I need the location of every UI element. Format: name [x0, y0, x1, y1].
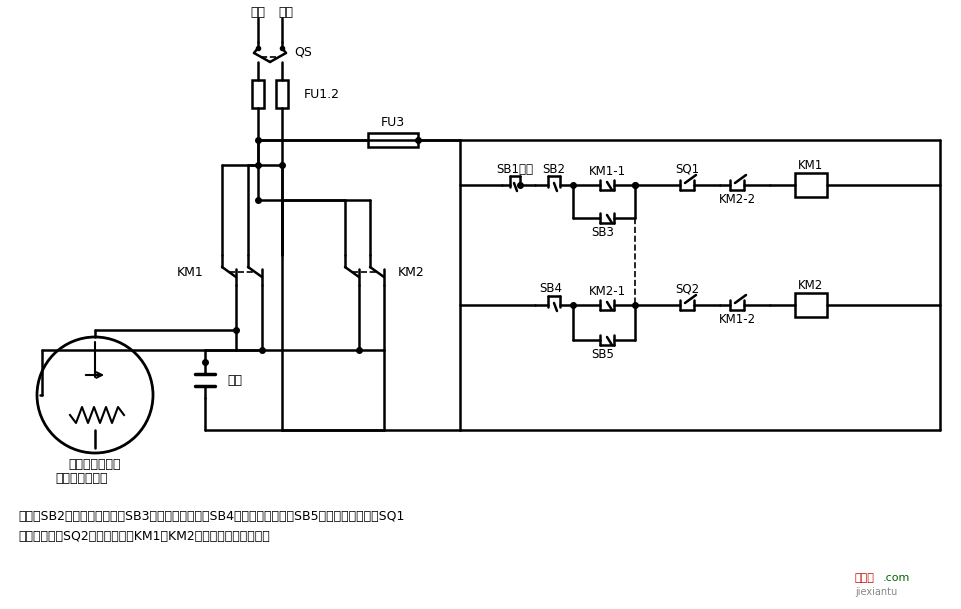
Text: FU3: FU3: [381, 116, 405, 128]
Text: jiexiantu: jiexiantu: [854, 587, 897, 597]
Text: KM1: KM1: [177, 266, 204, 278]
Text: 单相电容电动机: 单相电容电动机: [68, 459, 121, 471]
Text: 火线: 火线: [250, 5, 265, 18]
Text: KM1-1: KM1-1: [588, 164, 625, 177]
Text: 说明：SB2为上升启动按钮，SB3为上升点动按钮，SB4为下降启动按钮，SB5为下降点动按钮；SQ1: 说明：SB2为上升启动按钮，SB3为上升点动按钮，SB4为下降启动按钮，SB5为…: [18, 510, 404, 523]
Text: 为最高限位，SQ2为最低限位。KM1、KM2可用中间继电器代替。: 为最高限位，SQ2为最低限位。KM1、KM2可用中间继电器代替。: [18, 530, 269, 543]
Text: FU1.2: FU1.2: [304, 88, 339, 100]
Text: SB3: SB3: [591, 225, 614, 239]
Bar: [794, 173, 826, 197]
Text: SQ2: SQ2: [675, 283, 699, 295]
Bar: [368, 133, 418, 147]
Text: KM2-2: KM2-2: [718, 192, 754, 205]
Text: KM2: KM2: [398, 266, 425, 278]
Text: SB4: SB4: [539, 281, 562, 295]
Bar: [276, 80, 287, 108]
Text: KM2: KM2: [798, 278, 823, 292]
Text: 接线图: 接线图: [854, 573, 874, 583]
Text: KM1: KM1: [798, 158, 823, 172]
Text: QS: QS: [294, 46, 311, 58]
Text: SB1停止: SB1停止: [496, 163, 533, 175]
Bar: [252, 80, 263, 108]
Text: .com: .com: [882, 573, 909, 583]
Text: 电容: 电容: [227, 373, 242, 387]
Bar: [794, 293, 826, 317]
Text: 单相电容电动机: 单相电容电动机: [55, 471, 108, 485]
Text: 零线: 零线: [279, 5, 293, 18]
Text: SQ1: SQ1: [675, 163, 699, 175]
Text: SB5: SB5: [591, 348, 614, 361]
Text: SB2: SB2: [542, 163, 565, 175]
Text: KM2-1: KM2-1: [588, 284, 625, 298]
Text: KM1-2: KM1-2: [718, 312, 754, 325]
